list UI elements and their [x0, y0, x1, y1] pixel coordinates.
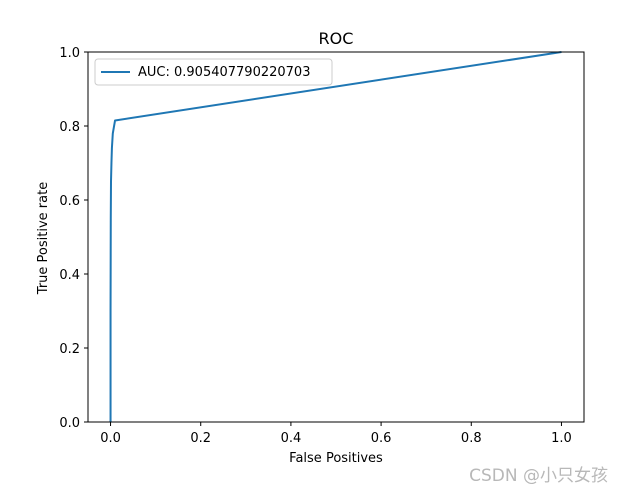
y-axis-label: True Positive rate — [36, 182, 51, 295]
legend-box — [94, 58, 333, 86]
x-axis-label: False Positives — [289, 451, 383, 466]
y-tick-label: 0.2 — [59, 342, 80, 357]
x-tick-label: 0.6 — [371, 431, 392, 446]
x-axis-ticks: 0.0 0.2 0.4 0.6 0.8 1.0 — [100, 422, 572, 446]
y-tick-label: 0.6 — [59, 194, 80, 209]
y-tick-label: 1.0 — [59, 46, 80, 61]
legend: AUC: 0.905407790220703 — [94, 58, 333, 86]
x-tick-label: 0.0 — [100, 431, 121, 446]
x-tick-label: 1.0 — [551, 431, 572, 446]
roc-curve-line — [109, 51, 562, 422]
x-tick-label: 0.4 — [281, 431, 302, 446]
legend-label: AUC: 0.905407790220703 — [138, 65, 310, 80]
y-tick-label: 0.4 — [59, 268, 80, 283]
plot-area — [87, 51, 585, 423]
plot-frame — [87, 51, 585, 423]
series-layer — [109, 51, 562, 422]
x-tick-label: 0.8 — [461, 431, 482, 446]
y-tick-label: 0.8 — [59, 120, 80, 135]
y-tick-label: 0.0 — [59, 416, 80, 431]
x-tick-label: 0.2 — [190, 431, 211, 446]
watermark: CSDN @小只女孩 — [469, 466, 608, 486]
chart-title: ROC — [319, 29, 354, 48]
y-axis-ticks: 0.0 0.2 0.4 0.6 0.8 1.0 — [59, 46, 88, 431]
